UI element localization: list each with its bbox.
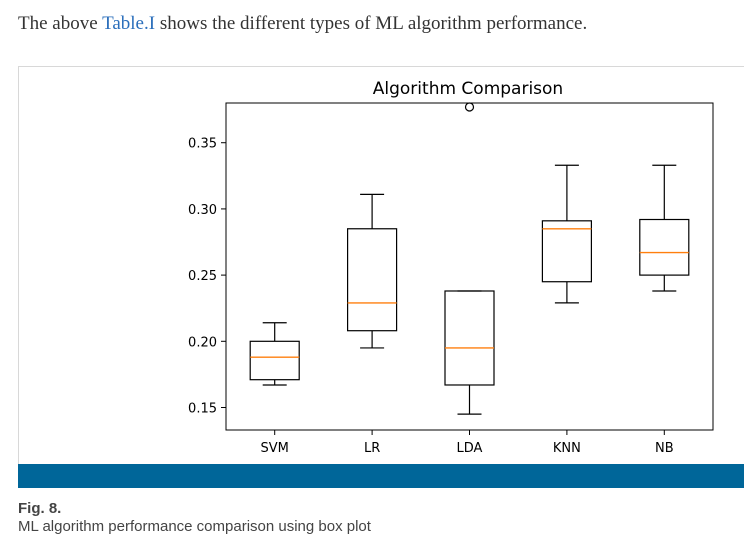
y-tick-label: 0.20 [188,335,217,350]
figure-frame: Algorithm Comparison 0.15 0.20 0.25 0.30 0.3… [18,66,744,465]
chart-title: Algorithm Comparison [373,79,563,99]
y-tick-label: 0.35 [188,137,217,152]
x-tick-label: LR [364,441,380,456]
box-iqr [249,340,300,381]
intro-before: The above [18,13,103,34]
box-plot-chart: Algorithm Comparison 0.15 0.20 0.25 0.30 0.3… [188,79,714,456]
intro-text: The above Table.I shows the different ty… [18,13,587,35]
x-tick-label: SVM [261,441,289,456]
y-tick-label: 0.25 [188,269,217,284]
y-axis: 0.15 0.20 0.25 0.30 0.35 [188,137,226,416]
box-iqr [444,290,495,386]
box-iqr [639,218,690,276]
box-lda [444,102,495,415]
intro-after: shows the different types of ML algorith… [155,13,588,34]
box-group [249,102,690,415]
x-tick-label: LDA [457,441,483,456]
box-iqr [347,228,398,332]
y-tick-label: 0.30 [188,203,217,218]
figure-caption: ML algorithm performance comparison usin… [18,518,371,535]
x-tick-label: KNN [553,441,581,456]
table-link[interactable]: Table.I [102,13,156,34]
outlier-point [464,102,475,112]
x-tick-label: NB [655,441,674,456]
figure-toolbar-bar [18,464,744,488]
box-lr [347,193,398,349]
x-axis: SVM LR LDA KNN NB [261,430,674,456]
box-knn [541,164,593,304]
box-nb [639,164,690,292]
y-tick-label: 0.15 [188,401,217,416]
figure-label: Fig. 8. [18,500,62,517]
box-svm [249,322,300,386]
box-iqr [541,220,593,283]
